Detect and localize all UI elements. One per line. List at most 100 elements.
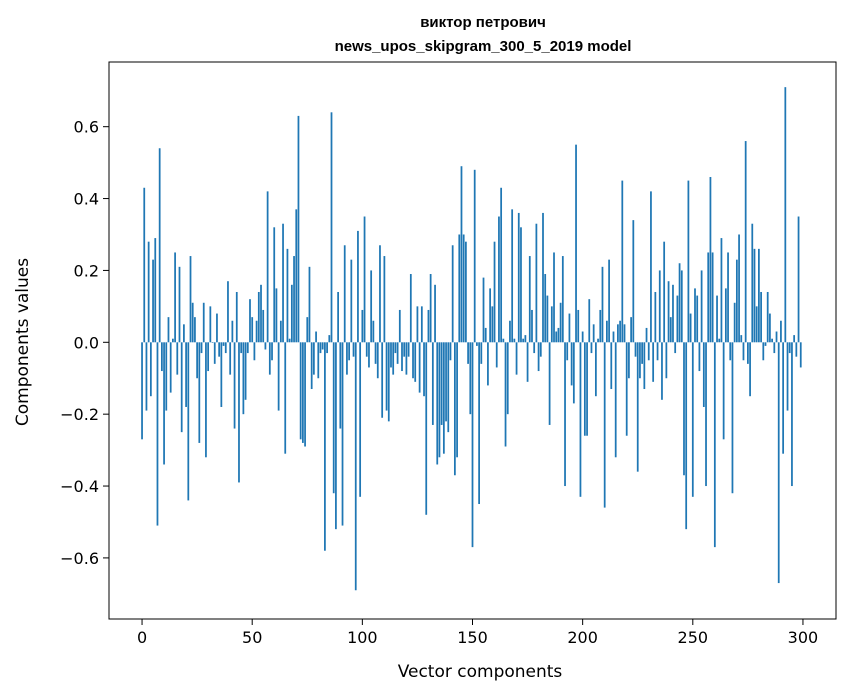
- bar-134: [436, 342, 439, 465]
- bar-67: [288, 338, 291, 343]
- bar-298: [797, 216, 800, 343]
- bar-299: [799, 342, 802, 368]
- bar-227: [641, 342, 644, 364]
- bar-235: [658, 270, 661, 343]
- bar-281: [760, 291, 762, 343]
- bar-187: [553, 252, 555, 343]
- bar-38: [224, 342, 227, 354]
- bar-130: [427, 309, 430, 343]
- bar-207: [597, 338, 599, 343]
- bar-261: [716, 295, 718, 343]
- bar-40: [229, 342, 232, 375]
- bar-93: [346, 342, 348, 375]
- bar-265: [724, 288, 727, 343]
- bar-267: [729, 342, 732, 361]
- bar-204: [590, 342, 593, 354]
- bar-273: [742, 342, 745, 361]
- bar-255: [702, 342, 705, 407]
- bar-176: [528, 256, 531, 343]
- bar-206: [594, 342, 597, 397]
- bar-233: [654, 291, 657, 343]
- bar-196: [572, 342, 575, 404]
- x-tick-label: 50: [242, 628, 262, 647]
- bar-83: [324, 342, 326, 551]
- x-tick-label: 250: [678, 628, 709, 647]
- bar-263: [720, 238, 723, 343]
- bar-1: [143, 187, 146, 343]
- bar-242: [674, 342, 677, 354]
- bar-161: [495, 342, 498, 368]
- bar-163: [500, 187, 503, 343]
- bar-286: [771, 338, 773, 343]
- bar-186: [550, 306, 553, 343]
- bar-141: [451, 245, 454, 343]
- bar-174: [524, 335, 527, 343]
- bar-7: [156, 342, 159, 526]
- bar-240: [669, 317, 672, 343]
- bar-136: [440, 342, 443, 425]
- bar-220: [625, 342, 628, 436]
- bar-119: [403, 342, 406, 357]
- bar-9: [160, 342, 163, 372]
- bar-191: [561, 256, 564, 343]
- bar-51: [253, 342, 256, 361]
- bar-88: [335, 342, 337, 530]
- bar-116: [396, 342, 399, 364]
- bar-12: [167, 317, 170, 343]
- bar-252: [696, 295, 699, 343]
- bar-183: [544, 274, 547, 343]
- bar-14: [172, 338, 174, 343]
- bar-2: [145, 342, 148, 411]
- bar-129: [425, 342, 428, 515]
- bar-151: [473, 169, 476, 343]
- bar-289: [777, 342, 780, 584]
- bar-180: [537, 342, 540, 372]
- bar-111: [385, 342, 388, 411]
- x-tick-label: 300: [788, 628, 819, 647]
- bar-149: [469, 342, 472, 415]
- bar-254: [700, 270, 703, 343]
- bar-62: [277, 342, 280, 411]
- bar-229: [645, 327, 648, 343]
- bar-152: [476, 342, 478, 346]
- bar-188: [555, 331, 558, 343]
- bar-49: [249, 299, 251, 343]
- bar-172: [520, 227, 522, 343]
- bar-167: [509, 320, 511, 343]
- bar-34: [216, 313, 218, 343]
- bar-32: [211, 342, 214, 343]
- bar-0: [141, 342, 143, 440]
- bar-82: [321, 342, 324, 350]
- bar-112: [387, 342, 390, 422]
- bar-279: [755, 306, 758, 343]
- bar-202: [586, 342, 588, 436]
- bar-90: [339, 342, 342, 429]
- bar-41: [231, 320, 234, 343]
- bar-106: [374, 342, 377, 364]
- x-tick-label: 150: [457, 628, 488, 647]
- bar-262: [718, 338, 721, 343]
- bar-24: [194, 317, 196, 343]
- bar-264: [722, 342, 725, 440]
- bar-274: [744, 141, 747, 343]
- bar-238: [665, 342, 668, 379]
- bar-43: [235, 291, 238, 343]
- bar-272: [740, 335, 743, 343]
- bar-19: [183, 324, 185, 343]
- bar-145: [460, 166, 463, 343]
- bar-53: [257, 291, 260, 343]
- y-tick-label: 0.2: [74, 261, 99, 280]
- bar-209: [601, 266, 604, 343]
- chart-subtitle: news_upos_skipgram_300_5_2019 model: [335, 38, 632, 55]
- bar-47: [244, 342, 247, 400]
- bar-156: [484, 327, 487, 343]
- bar-25: [196, 342, 198, 379]
- bar-104: [370, 270, 373, 343]
- bar-78: [313, 342, 315, 375]
- bar-215: [614, 342, 617, 458]
- bar-256: [705, 342, 707, 487]
- bar-250: [691, 342, 694, 497]
- bar-117: [398, 309, 401, 343]
- y-axis-ticks: −0.6 −0.4 −0.2 0.0 0.2 0.4 0.6: [60, 118, 109, 568]
